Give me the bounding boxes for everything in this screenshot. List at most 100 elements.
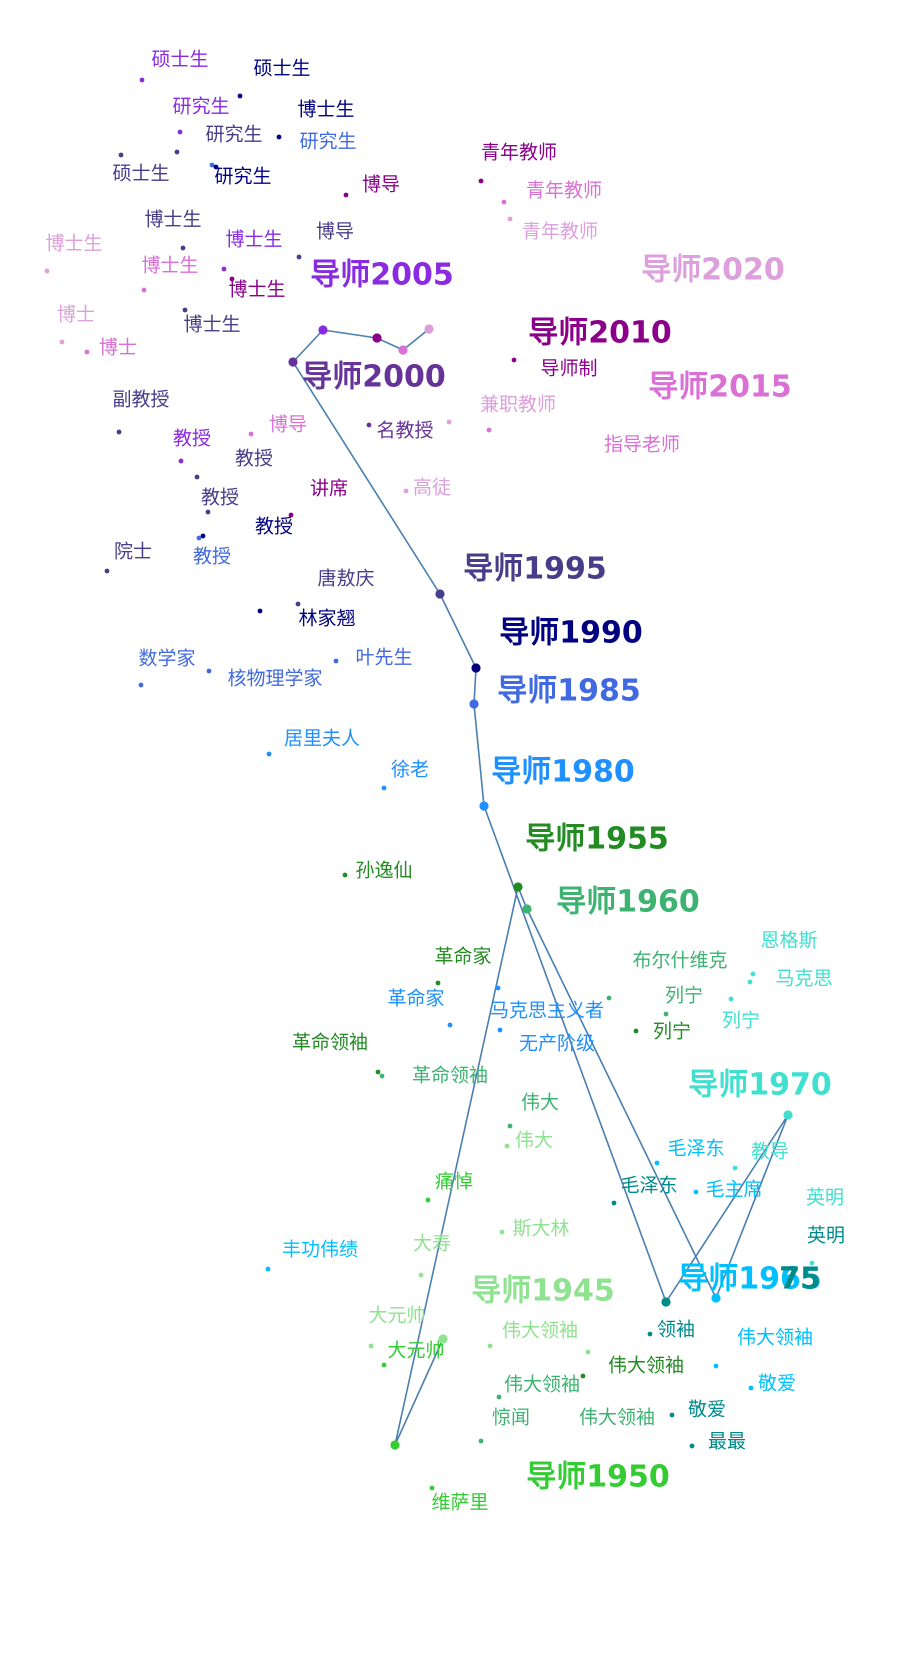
word-label: 大寿 xyxy=(413,1233,451,1255)
word-dot xyxy=(237,93,243,99)
word-label: 马克思主义者 xyxy=(490,1000,604,1022)
word-label: 英明 xyxy=(807,1225,845,1247)
word-label: 敬爱 xyxy=(688,1399,726,1421)
word-label: 教授 xyxy=(193,546,231,568)
word-label: 唐敖庆 xyxy=(317,568,374,590)
word-label: 列宁 xyxy=(653,1021,691,1043)
word-dot xyxy=(511,357,517,363)
topic-label: 导师1945 xyxy=(471,1274,615,1309)
word-label: 布尔什维克 xyxy=(632,950,727,972)
word-dot xyxy=(118,152,124,158)
word-label: 博士 xyxy=(99,337,137,359)
word-label: 英明 xyxy=(806,1187,844,1209)
word-label: 博导 xyxy=(362,174,400,196)
topic-label: 导师2005 xyxy=(310,258,454,293)
word-label: 教导 xyxy=(751,1141,789,1163)
word-dot xyxy=(429,1485,435,1491)
word-dot xyxy=(809,1260,815,1266)
word-dot xyxy=(689,1443,695,1449)
word-dot xyxy=(368,1343,374,1349)
word-dot xyxy=(206,668,212,674)
word-label: 青年教师 xyxy=(522,221,598,243)
word-dot xyxy=(663,1011,669,1017)
word-label: 丰功伟绩 xyxy=(282,1239,358,1261)
word-label: 伟大领袖 xyxy=(579,1407,655,1429)
trajectory-node xyxy=(424,324,434,334)
word-label: 硕士生 xyxy=(151,49,208,71)
word-dot xyxy=(333,658,339,664)
word-label: 革命领袖 xyxy=(412,1065,488,1087)
word-label: 博士生 xyxy=(45,233,102,255)
trajectory-node xyxy=(435,589,445,599)
word-label: 教授 xyxy=(173,428,211,450)
word-label: 徐老 xyxy=(391,759,429,781)
word-label: 伟大领袖 xyxy=(502,1320,578,1342)
topic-label: 导师1955 xyxy=(525,822,669,857)
word-label: 维萨里 xyxy=(431,1492,488,1514)
word-label: 副教授 xyxy=(112,389,169,411)
topic-label: 导师2015 xyxy=(648,370,792,405)
trajectory-node xyxy=(372,333,382,343)
word-dot xyxy=(366,422,372,428)
trajectory-layer xyxy=(292,328,789,1446)
word-dot xyxy=(194,474,200,480)
word-label: 高徒 xyxy=(413,477,451,499)
word-label: 研究生 xyxy=(172,96,229,118)
trajectory-node xyxy=(288,357,298,367)
word-dot xyxy=(104,568,110,574)
word-label: 博士生 xyxy=(225,229,282,251)
word-dot xyxy=(276,134,282,140)
word-dot xyxy=(229,276,235,282)
word-label: 毛泽东 xyxy=(667,1138,724,1160)
word-label: 无产阶级 xyxy=(519,1033,595,1055)
word-label: 硕士生 xyxy=(112,163,169,185)
word-label: 伟大领袖 xyxy=(504,1374,580,1396)
topic-label: 导师1995 xyxy=(463,552,607,587)
word-dot xyxy=(606,995,612,1001)
word-label: 导师制 xyxy=(540,358,597,380)
word-dot xyxy=(342,872,348,878)
word-label: 痛悼 xyxy=(435,1171,473,1193)
word-dot xyxy=(693,1189,699,1195)
word-label: 毛泽东 xyxy=(620,1175,677,1197)
word-dot xyxy=(747,979,753,985)
word-dot xyxy=(116,429,122,435)
topic-label: 导师1965 xyxy=(678,1262,822,1297)
trajectory-node xyxy=(783,1110,793,1120)
word-dot xyxy=(196,535,202,541)
word-label: 博导 xyxy=(269,414,307,436)
trajectory-node xyxy=(438,1334,448,1344)
word-label: 恩格斯 xyxy=(760,930,817,952)
trajectory-node xyxy=(522,904,532,914)
word-label: 硕士生 xyxy=(253,58,310,80)
topic-label: 导师1990 xyxy=(499,616,643,651)
word-dot xyxy=(750,971,756,977)
trajectory-node xyxy=(711,1293,721,1303)
word-dot xyxy=(296,254,302,260)
word-label: 敬爱 xyxy=(758,1373,796,1395)
word-dot xyxy=(713,1363,719,1369)
word-dot xyxy=(205,509,211,515)
trajectory-node xyxy=(471,663,481,673)
word-dot xyxy=(381,1362,387,1368)
word-dot xyxy=(177,129,183,135)
word-label: 青年教师 xyxy=(526,180,602,202)
word-dot xyxy=(180,245,186,251)
word-label: 居里夫人 xyxy=(284,728,360,750)
topic-label: 导师1950 xyxy=(526,1460,670,1495)
word-dot xyxy=(499,1229,505,1235)
word-dot xyxy=(435,980,441,986)
word-dot xyxy=(504,1143,510,1149)
word-dot xyxy=(487,1343,493,1349)
word-label: 革命家 xyxy=(387,988,444,1010)
word-dot xyxy=(209,162,215,168)
trajectory-node xyxy=(661,1297,671,1307)
word-label: 博士生 xyxy=(183,314,240,336)
word-label: 列宁 xyxy=(722,1010,760,1032)
word-dot xyxy=(486,427,492,433)
word-label: 毛主席 xyxy=(705,1179,762,1201)
word-label: 斯大林 xyxy=(512,1218,569,1240)
word-dot xyxy=(728,996,734,1002)
word-dot xyxy=(478,178,484,184)
